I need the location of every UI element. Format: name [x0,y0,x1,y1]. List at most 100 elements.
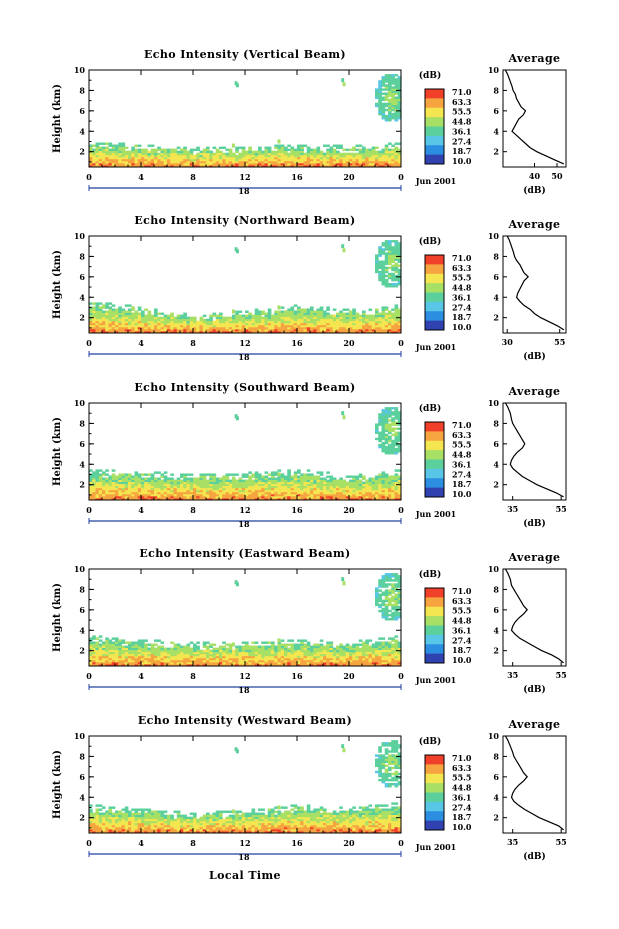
x-tick-label: 20 [343,338,355,348]
heatmap-cell [355,653,360,657]
heatmap-cell [261,318,265,322]
heatmap-cell [232,309,235,314]
heatmap-cell [287,651,291,655]
heatmap-cell [303,314,308,318]
heatmap-cell [342,148,347,152]
heatmap-cell [329,150,334,154]
heatmap-cell [355,326,360,330]
heatmap-cell [254,320,259,324]
heatmap-cell [319,481,324,485]
heatmap-cell [95,497,100,501]
heatmap-cell [323,647,327,651]
heatmap-cell [206,148,210,152]
heatmap-cell [375,489,379,493]
heatmap-cell [297,485,301,489]
heatmap-cell [362,653,366,657]
heatmap-cell [193,651,197,655]
heatmap-cell [378,413,382,416]
heatmap-cell [173,158,178,162]
heatmap-cell [128,152,132,156]
heatmap-cell [352,146,356,150]
heatmap-cell [141,649,145,653]
heatmap-cell [173,491,178,495]
heatmap-cell [293,152,298,156]
heatmap-cell [384,152,389,156]
heatmap-cell [371,487,376,491]
heatmap-cell [160,473,165,476]
heatmap-cell [274,164,278,168]
heatmap-cell [287,489,291,493]
heatmap-cell [241,162,246,166]
heatmap-cell [167,663,171,667]
heatmap-cell [300,645,304,649]
heatmap-cell [375,597,379,601]
heatmap-cell [154,164,158,168]
heatmap-cell [154,651,158,655]
heatmap-cell [115,659,119,663]
heatmap-cell [264,489,269,493]
heatmap-cell [160,661,165,665]
heatmap-cell [92,162,96,166]
heatmap-cell [163,485,168,489]
heatmap-cell [290,477,295,480]
heatmap-cell [371,645,376,649]
heatmap-cell [397,489,402,493]
heatmap-cell [228,483,233,487]
heatmap-cell [183,491,187,495]
heatmap-cell [258,150,262,154]
heatmap-cell [163,320,168,324]
heatmap-cell [150,485,155,489]
heatmap-cell [339,483,343,487]
heatmap-cell [355,657,360,661]
heatmap-cell [180,326,184,330]
heatmap-cell [352,326,356,330]
heatmap-cell [388,76,392,79]
heatmap-cell [306,146,311,150]
heatmap-cell [222,330,226,334]
heatmap-cell [89,647,93,651]
colorbar-segment [425,154,444,165]
heatmap-cell [280,653,285,657]
heatmap-cell [391,495,395,499]
heatmap-cell [193,657,197,661]
heatmap-cell [378,485,382,489]
heatmap-cell [339,326,343,330]
heatmap-cell [368,162,373,166]
heatmap-cell [98,657,103,661]
heatmap-cell [134,479,139,483]
heatmap-cell [228,663,233,667]
heatmap-cell [381,663,386,667]
avg-y-tick-label: 8 [493,85,499,95]
heatmap-cell [134,152,139,156]
heatmap-cell [378,104,382,108]
heatmap-cell [297,306,301,309]
heatmap-cell [384,427,389,430]
heatmap-cell [375,481,379,485]
heatmap-cell [352,647,356,651]
heatmap-cell [394,110,399,114]
heatmap-cell [157,653,161,657]
heatmap-cell [173,497,178,501]
heatmap-cell [290,497,295,501]
heatmap-cell [267,314,272,318]
heatmap-cell [316,320,321,324]
heatmap-cell [287,477,291,480]
heatmap-cell [95,154,100,158]
heatmap-cell [258,649,262,653]
heatmap-cell [274,649,278,653]
heatmap-cell [365,655,369,659]
heatmap-cell [274,651,278,655]
heatmap-cell [241,479,246,483]
heatmap-cell [306,310,311,313]
heatmap-cell [209,314,213,318]
heatmap-cell [137,491,142,495]
heatmap-cell [89,148,93,152]
heatmap-cell [391,318,395,322]
heatmap-cell [342,152,347,156]
colorbar-segment [425,450,444,460]
heatmap-cell [222,497,226,501]
heatmap-cell [264,647,269,651]
heatmap-cell [310,489,314,493]
heatmap-cell [134,661,139,665]
heatmap-cell [89,651,93,655]
